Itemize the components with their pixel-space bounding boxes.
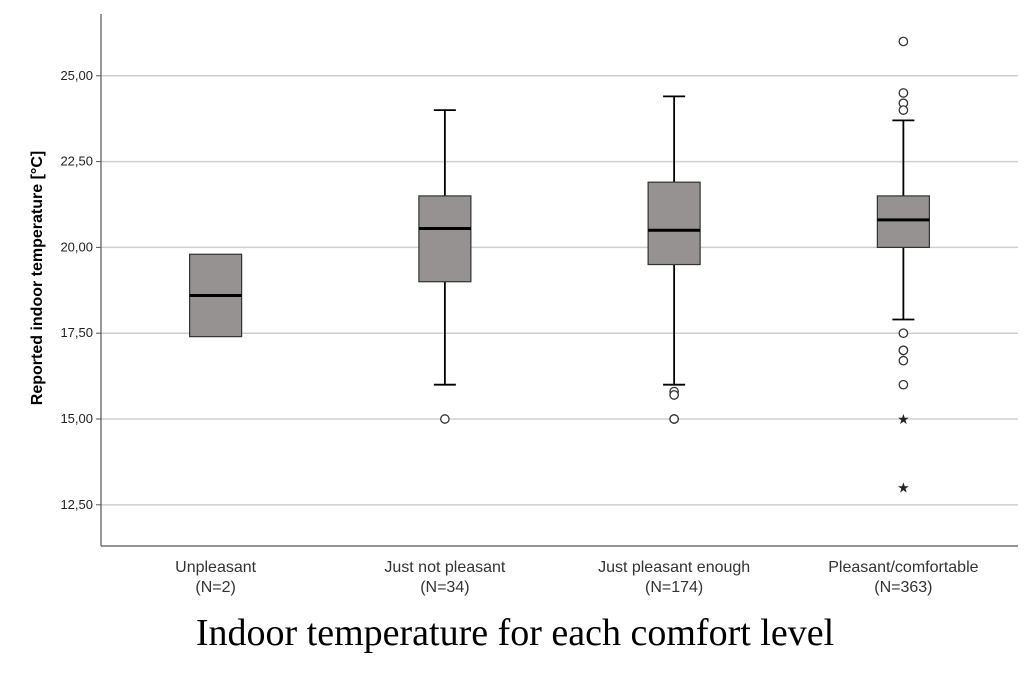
box-iqr (876, 195, 930, 248)
x-category-count: (N=2) (195, 579, 235, 596)
x-category-label: Unpleasant (175, 559, 257, 576)
box-group (418, 109, 472, 424)
outlier-point (898, 355, 909, 366)
x-category-label: Pleasant/comfortable (828, 559, 978, 576)
outlier-point (440, 414, 450, 424)
outlier-point (898, 345, 909, 356)
axes: 12,50 15,00 17,50 20,00 22,50 25,00 (60, 14, 1018, 547)
x-category-count: (N=34) (420, 579, 469, 596)
extreme-point: ★ (897, 481, 910, 497)
box-iqr (418, 195, 472, 283)
y-tick-label: 22,50 (60, 154, 93, 169)
x-category-label: Just not pleasant (384, 559, 506, 576)
extreme-point: ★ (897, 412, 910, 428)
box-group (647, 95, 701, 424)
y-tick-label: 17,50 (60, 325, 93, 340)
box-group: ★★ (876, 36, 930, 497)
x-category-count: (N=363) (874, 579, 932, 596)
box-iqr (647, 181, 701, 266)
y-axis-label: Reported indoor temperature [°C] (29, 151, 46, 405)
gridlines (101, 75, 1018, 506)
chart-title: Indoor temperature for each comfort leve… (196, 612, 834, 654)
y-tick-label: 20,00 (60, 239, 93, 254)
y-tick-label: 25,00 (60, 68, 93, 83)
x-category-label: Just pleasant enough (598, 559, 750, 576)
outlier-point (898, 105, 909, 115)
category-labels: Unpleasant (N=2) Just not pleasant (N=34) Ju… (175, 559, 978, 596)
x-category-count: (N=174) (645, 579, 703, 596)
outlier-point (898, 379, 909, 390)
outlier-point (898, 88, 909, 98)
outlier-point (669, 414, 679, 424)
outlier-point (898, 36, 909, 47)
box-series: ★★ (189, 36, 930, 497)
outlier-point (898, 328, 909, 339)
y-tick-label: 12,50 (60, 497, 93, 512)
y-tick-label: 15,00 (60, 411, 93, 426)
outlier-point (669, 390, 679, 400)
box-group (189, 253, 243, 338)
